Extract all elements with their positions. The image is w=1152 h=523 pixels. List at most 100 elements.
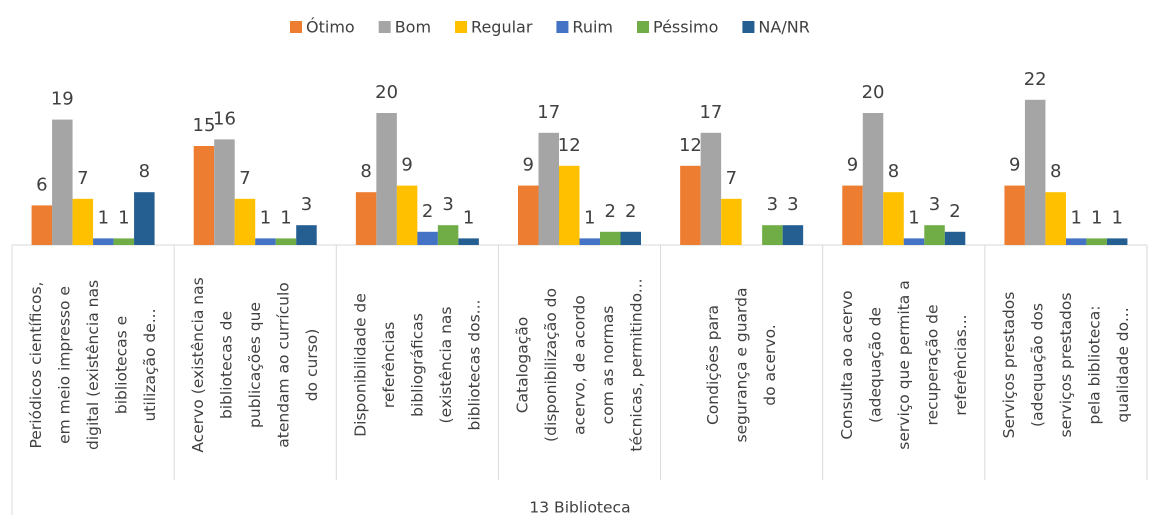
bar	[1106, 238, 1128, 245]
bar	[1045, 192, 1066, 245]
value-label: 12	[558, 135, 581, 156]
bar	[1004, 185, 1025, 245]
value-label: 1	[118, 207, 129, 228]
value-label: 1	[1111, 207, 1122, 228]
x-tick-label: Acervo (existência nas bibliotecas de publ…	[189, 277, 321, 452]
value-label: 2	[422, 201, 433, 222]
bar	[721, 198, 742, 245]
legend-swatch	[556, 21, 569, 33]
value-label: 15	[193, 115, 216, 136]
legend-label: NA/NR	[758, 18, 809, 37]
value-label: 1	[584, 207, 595, 228]
value-label: 20	[375, 82, 398, 103]
bar	[762, 225, 783, 245]
value-label: 17	[537, 102, 560, 123]
value-label: 3	[767, 194, 778, 215]
bar	[234, 198, 256, 245]
x-tick-label: Disponibilidade de referências bibliográfi…	[351, 293, 483, 437]
bar	[518, 185, 539, 245]
value-label: 22	[1024, 69, 1047, 90]
bar	[700, 132, 722, 245]
bar	[417, 231, 438, 245]
value-label: 8	[888, 161, 899, 182]
value-label: 9	[847, 155, 858, 176]
bar	[437, 225, 459, 245]
bar	[355, 192, 377, 245]
bar	[782, 225, 804, 245]
bar	[842, 185, 863, 245]
bar	[1024, 99, 1046, 245]
value-label: 1	[1070, 207, 1081, 228]
bar	[376, 113, 397, 245]
legend-label: Bom	[395, 18, 431, 37]
bar	[538, 132, 559, 245]
value-label: 17	[699, 102, 722, 123]
x-tick-label: Condições para segurança e guarda do acerv…	[704, 288, 779, 443]
bar	[680, 165, 701, 245]
value-label: 8	[139, 161, 150, 182]
bar	[1086, 238, 1107, 245]
legend-label: Ótimo	[306, 18, 355, 37]
bar	[275, 238, 297, 245]
bar	[458, 238, 479, 245]
legend-swatch	[290, 21, 302, 33]
value-label: 6	[36, 174, 47, 195]
value-label: 9	[401, 155, 412, 176]
bar	[903, 238, 925, 245]
bar	[924, 225, 945, 245]
value-label: 1	[463, 207, 474, 228]
value-label: 2	[605, 201, 616, 222]
legend-swatch	[742, 21, 755, 33]
value-label: 7	[77, 168, 88, 189]
value-label: 12	[679, 135, 702, 156]
value-label: 1	[908, 207, 919, 228]
value-label: 1	[1091, 207, 1102, 228]
value-label: 7	[726, 168, 737, 189]
value-label: 3	[442, 194, 453, 215]
bar	[883, 192, 904, 245]
x-tick-label: Periódicos científicos, em meio impresso …	[27, 280, 159, 450]
bar	[1065, 238, 1087, 245]
bar	[31, 205, 53, 245]
value-label: 2	[949, 201, 960, 222]
value-label: 3	[929, 194, 940, 215]
value-label: 1	[98, 207, 109, 228]
legend-swatch	[378, 21, 391, 33]
value-label: 16	[213, 108, 236, 129]
bar	[559, 165, 580, 245]
bar	[72, 198, 94, 245]
value-label: 8	[360, 161, 371, 182]
bar	[944, 231, 966, 245]
value-label: 1	[280, 207, 291, 228]
bar	[579, 238, 600, 245]
bar	[93, 238, 114, 245]
bar	[193, 146, 215, 245]
legend-label: Péssimo	[653, 18, 718, 37]
value-label: 19	[51, 89, 74, 110]
value-label: 1	[260, 207, 271, 228]
bar	[255, 238, 276, 245]
bar	[134, 192, 155, 245]
bar	[862, 113, 884, 245]
x-tick-label: Consulta ao acervo (adequação de serviço q…	[837, 280, 969, 449]
legend-swatch	[637, 21, 649, 33]
value-label: 9	[1009, 155, 1020, 176]
legend-swatch	[455, 21, 468, 33]
bar	[620, 231, 641, 245]
legend-label: Regular	[471, 18, 533, 37]
value-label: 3	[787, 194, 798, 215]
bar	[296, 225, 317, 245]
bar	[600, 231, 621, 245]
x-axis-title: 13 Biblioteca	[529, 499, 630, 517]
value-label: 9	[523, 155, 534, 176]
bar	[214, 139, 235, 245]
legend-label: Ruim	[572, 18, 613, 37]
value-label: 7	[239, 168, 250, 189]
value-label: 3	[301, 194, 312, 215]
bar	[52, 119, 73, 245]
x-tick-label: Serviços prestados (adequação dos serviços…	[999, 292, 1131, 439]
value-label: 2	[625, 201, 636, 222]
value-label: 20	[862, 82, 885, 103]
value-label: 8	[1050, 161, 1061, 182]
